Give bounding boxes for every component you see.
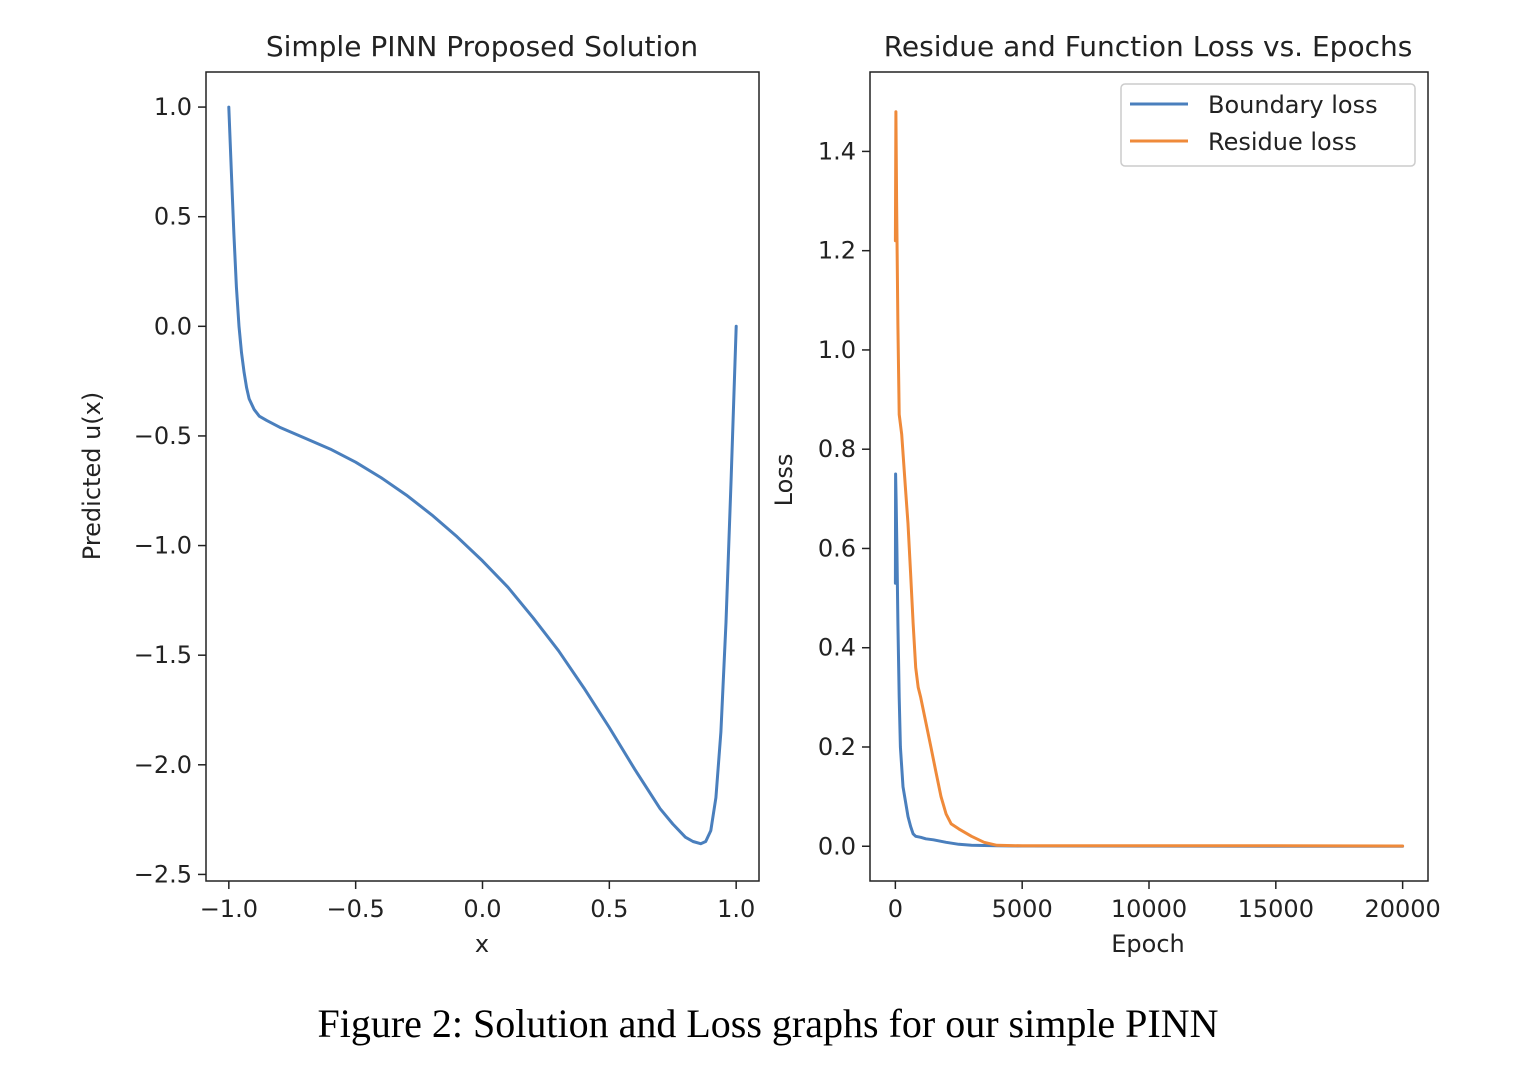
solution-ytick-label: −0.5 [134, 422, 192, 450]
legend-box [1120, 83, 1416, 167]
solution-plot: Simple PINN Proposed Solution x Predicte… [78, 30, 760, 958]
loss-plot-legend: Boundary loss Residue loss [1120, 83, 1416, 167]
figure-caption: Figure 2: Solution and Loss graphs for o… [317, 1001, 1219, 1046]
solution-ytick-label: 1.0 [154, 93, 192, 121]
solution-xtick-label: 0.0 [463, 895, 501, 923]
solution-xtick-label: −0.5 [327, 895, 385, 923]
loss-ytick-label: 0.6 [818, 534, 856, 562]
solution-plot-lines [227, 105, 738, 846]
solution-plot-ylabel: Predicted u(x) [78, 392, 106, 560]
loss-plot-lines [893, 110, 1405, 848]
solution-ytick-label: −2.0 [134, 751, 192, 779]
loss-xtick-label: 5000 [992, 895, 1053, 923]
solution-ytick-label: 0.5 [154, 203, 192, 231]
loss-series-boundary-loss [893, 472, 1405, 848]
loss-ytick-label: 1.2 [818, 237, 856, 265]
loss-xtick-label: 15000 [1238, 895, 1314, 923]
solution-ytick-label: −2.5 [134, 860, 192, 888]
loss-xtick-label: 20000 [1364, 895, 1440, 923]
loss-xtick-label: 0 [888, 895, 903, 923]
solution-series-solution-curve [227, 105, 738, 846]
loss-plot-title: Residue and Function Loss vs. Epochs [884, 30, 1413, 63]
loss-ytick-label: 0.0 [818, 832, 856, 860]
loss-plot-ylabel: Loss [770, 454, 798, 507]
solution-xtick-label: 0.5 [590, 895, 628, 923]
legend-label-residue: Residue loss [1208, 128, 1357, 156]
solution-plot-ticks: −1.0 −0.5 0.0 0.5 1.0 1.0 0.5 0.0 −0.5 −1.0 −1.5 −2… [134, 93, 756, 923]
loss-ytick-label: 1.0 [818, 336, 856, 364]
loss-ytick-label: 0.2 [818, 733, 856, 761]
loss-plot-xlabel: Epoch [1111, 930, 1185, 958]
loss-ytick-label: 0.8 [818, 435, 856, 463]
loss-series-residue-loss [893, 110, 1405, 848]
solution-plot-title: Simple PINN Proposed Solution [266, 30, 698, 63]
loss-plot-ticks: 0 5000 10000 15000 20000 0.0 0.2 0.4 0.6 0.8 1.0 1.… [818, 137, 1441, 923]
legend-label-boundary: Boundary loss [1208, 91, 1378, 119]
solution-ytick-label: −1.5 [134, 641, 192, 669]
solution-plot-frame [205, 71, 760, 882]
solution-xtick-label: −1.0 [200, 895, 258, 923]
loss-plot-frame [869, 71, 1429, 882]
solution-ytick-label: 0.0 [154, 312, 192, 340]
loss-xtick-label: 10000 [1111, 895, 1187, 923]
loss-ytick-label: 0.4 [818, 634, 856, 662]
solution-plot-xlabel: x [475, 930, 489, 958]
loss-plot: Residue and Function Loss vs. Epochs Epo… [770, 30, 1441, 958]
solution-ytick-label: −1.0 [134, 532, 192, 560]
solution-xtick-label: 1.0 [717, 895, 755, 923]
loss-ytick-label: 1.4 [818, 137, 856, 165]
